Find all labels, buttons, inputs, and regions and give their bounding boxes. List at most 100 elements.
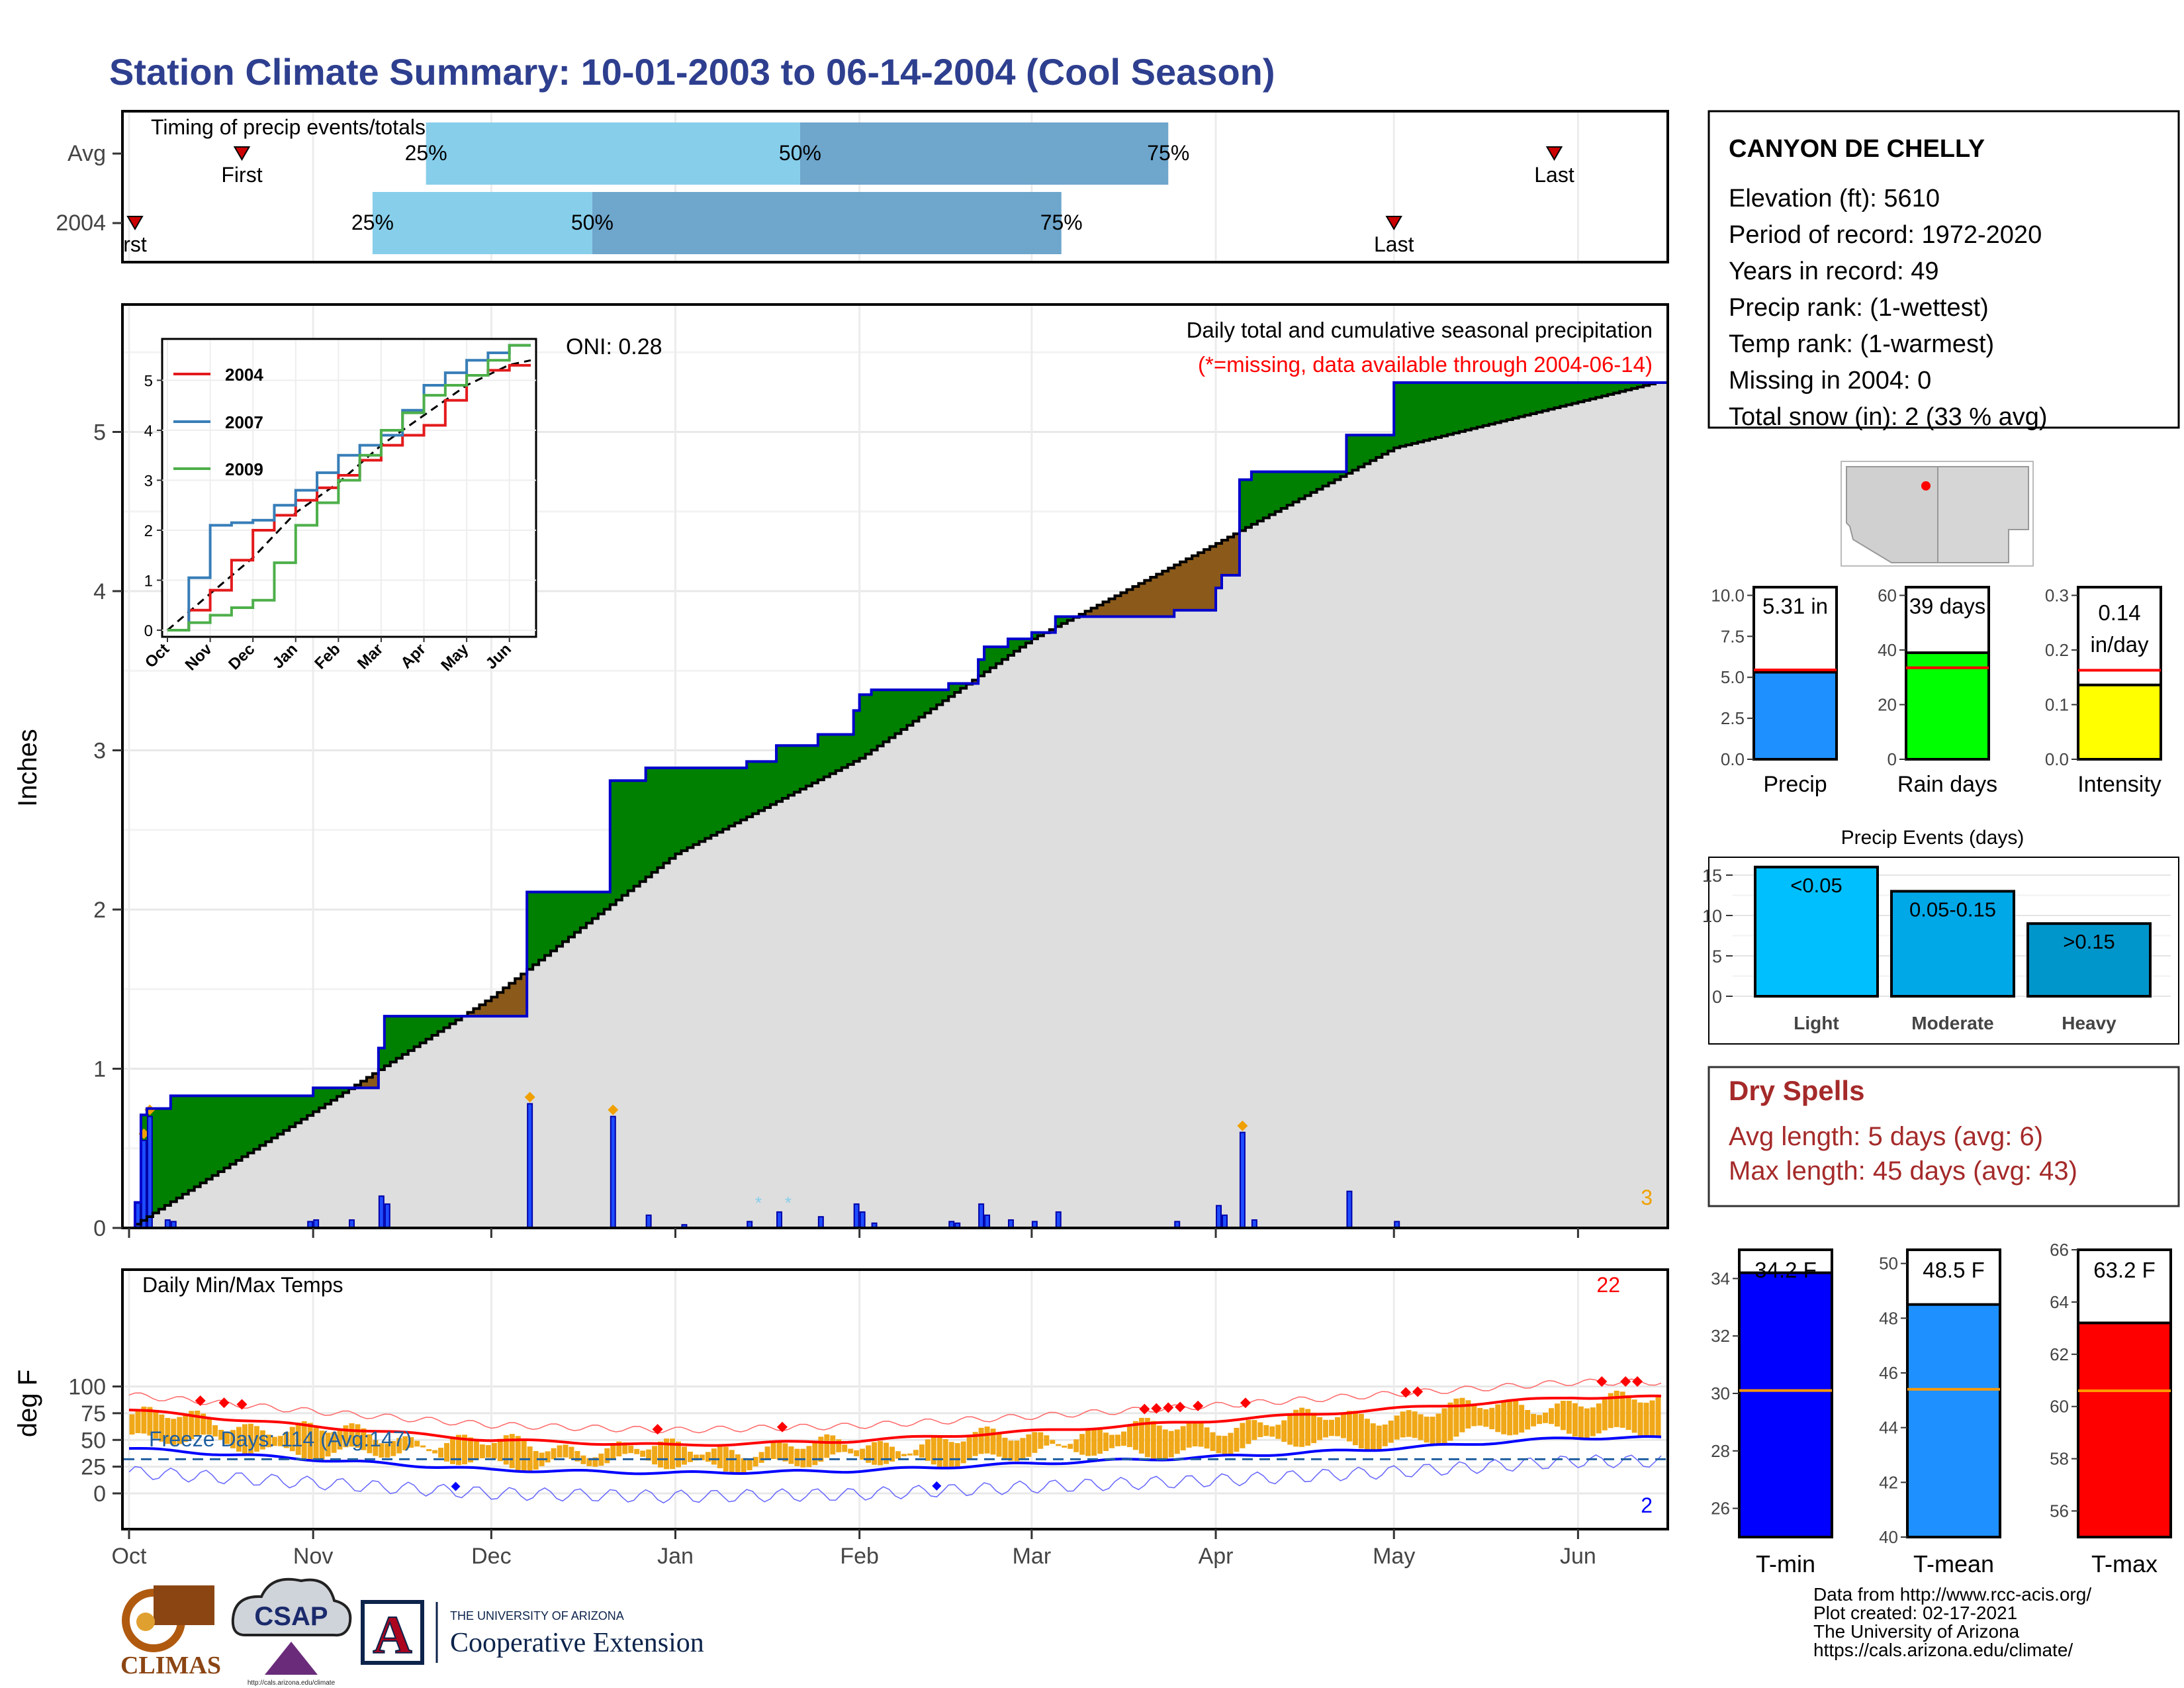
above-average-fill	[799, 745, 807, 790]
above-average-fill	[877, 690, 884, 746]
below-average-fill	[1222, 540, 1228, 575]
events-bar-label: 0.05-0.15	[1909, 898, 1996, 921]
mini-bar-label: Rain days	[1897, 772, 1997, 797]
temp-bar-tick-label: 42	[1879, 1472, 1898, 1492]
daily-temp-range-bar	[135, 1409, 141, 1434]
daily-temp-range-bar	[1281, 1420, 1287, 1442]
above-average-fill	[723, 767, 729, 829]
record-high-marker	[218, 1397, 230, 1409]
above-average-fill	[729, 767, 735, 826]
daily-temp-range-bar	[622, 1442, 628, 1454]
above-average-fill	[805, 745, 813, 786]
below-average-fill	[366, 1077, 373, 1088]
below-average-fill	[1091, 608, 1098, 617]
above-average-fill	[164, 1108, 171, 1206]
above-average-fill	[1061, 616, 1068, 624]
above-average-fill	[948, 683, 955, 697]
temp-bar-tick-label: 26	[1711, 1499, 1730, 1519]
daily-temp-range-bar	[319, 1430, 325, 1460]
above-average-fill	[1019, 639, 1026, 647]
above-average-fill	[414, 1016, 421, 1047]
daily-temp-range-bar	[723, 1446, 729, 1472]
ua-logo: A THE UNIVERSITY OF ARIZONA Cooperative …	[361, 1600, 704, 1665]
temp-bar-label: T-max	[2091, 1550, 2158, 1577]
below-average-fill	[1233, 534, 1240, 575]
below-average-fill	[1115, 595, 1122, 617]
below-average-fill	[1174, 565, 1181, 610]
above-average-fill	[788, 745, 795, 796]
record-high-marker	[1596, 1376, 1608, 1387]
mini-bar-label: Intensity	[2077, 772, 2161, 797]
daily-temp-range-bar	[984, 1427, 990, 1454]
daily-temp-range-bar	[1050, 1440, 1056, 1444]
above-average-fill	[319, 1088, 326, 1108]
daily-temp-range-bar	[699, 1454, 705, 1460]
temp-bar-t-max	[2077, 1321, 2172, 1539]
above-average-fill	[455, 1016, 463, 1020]
above-average-fill	[984, 647, 991, 672]
above-average-fill	[675, 767, 682, 854]
above-average-fill	[1346, 435, 1353, 474]
above-average-fill	[1488, 382, 1496, 424]
tmax-record-count: 22	[1596, 1273, 1620, 1297]
above-average-fill	[615, 780, 623, 900]
precip-events-chart: <0.05 Light 0.05-0.15 Moderate >0.15 Heavy 0 5 1…	[1702, 865, 2171, 1033]
oni-label: ONI: 0.28	[566, 334, 662, 359]
daily-temp-range-bar	[367, 1434, 373, 1454]
timing-q25-label: 25%	[351, 211, 394, 234]
daily-temp-range-bar	[1507, 1399, 1513, 1436]
above-average-fill	[1506, 382, 1514, 420]
above-average-fill	[1643, 382, 1650, 386]
above-average-fill	[1031, 632, 1038, 639]
x-month-label: Nov	[293, 1544, 333, 1569]
above-average-fill	[557, 892, 563, 947]
events-tick-label: 10	[1702, 906, 1722, 926]
mini-bar-tick-label: 0.0	[2045, 749, 2069, 769]
above-average-fill	[343, 1088, 349, 1093]
daily-temp-range-bar	[485, 1445, 491, 1458]
footer-line-3: The University of Arizona	[1813, 1621, 2020, 1642]
daily-temp-range-bar	[1263, 1425, 1269, 1436]
daily-temp-range-bar	[1305, 1409, 1311, 1446]
below-average-fill	[1180, 561, 1187, 610]
above-average-fill	[1037, 632, 1044, 636]
above-average-fill	[770, 761, 777, 805]
above-average-fill	[1358, 435, 1365, 467]
above-average-fill	[871, 690, 878, 751]
timing-row-avg-label: Avg	[68, 141, 106, 166]
daily-temp-range-bar	[1489, 1407, 1495, 1430]
above-average-fill	[752, 761, 759, 814]
daily-temp-range-bar	[473, 1441, 479, 1460]
daily-temp-range-bar	[224, 1431, 230, 1444]
mini-bar-tick-label: 7.5	[1721, 626, 1745, 646]
timing-q50-label: 50%	[571, 211, 614, 234]
above-average-fill	[782, 745, 789, 799]
above-average-fill	[384, 1016, 391, 1066]
above-average-fill	[1459, 382, 1466, 432]
above-average-fill	[907, 690, 914, 726]
dry-spells-max: Max length: 45 days (avg: 43)	[1729, 1156, 2077, 1186]
above-average-fill	[687, 767, 694, 848]
mini-bar-tick-label: 5.0	[1721, 667, 1745, 687]
daily-temp-range-bar	[1056, 1444, 1062, 1446]
above-average-fill	[639, 780, 647, 882]
daily-temp-range-bar	[717, 1446, 723, 1468]
events-tick-label: 0	[1712, 987, 1722, 1007]
above-average-fill	[301, 1096, 308, 1119]
daily-temp-range-bar	[1483, 1409, 1489, 1427]
daily-temp-range-bar	[467, 1437, 473, 1463]
above-average-fill	[1637, 382, 1644, 387]
timing-title: Timing of precip events/totals	[151, 115, 426, 139]
daily-temp-range-bar	[681, 1446, 687, 1465]
daily-temp-range-bar	[776, 1441, 782, 1460]
record-low-marker	[451, 1481, 461, 1491]
daily-temp-range-bar	[1168, 1430, 1174, 1458]
events-category-label: Heavy	[2062, 1013, 2116, 1033]
above-average-fill	[1590, 382, 1596, 399]
temp-frame	[121, 1268, 1669, 1530]
above-average-fill	[865, 694, 872, 755]
above-average-fill	[823, 734, 831, 777]
daily-temp-range-bar	[432, 1450, 438, 1454]
temp-y-label: deg F	[13, 1370, 42, 1437]
daily-precip-bar	[978, 1203, 985, 1229]
